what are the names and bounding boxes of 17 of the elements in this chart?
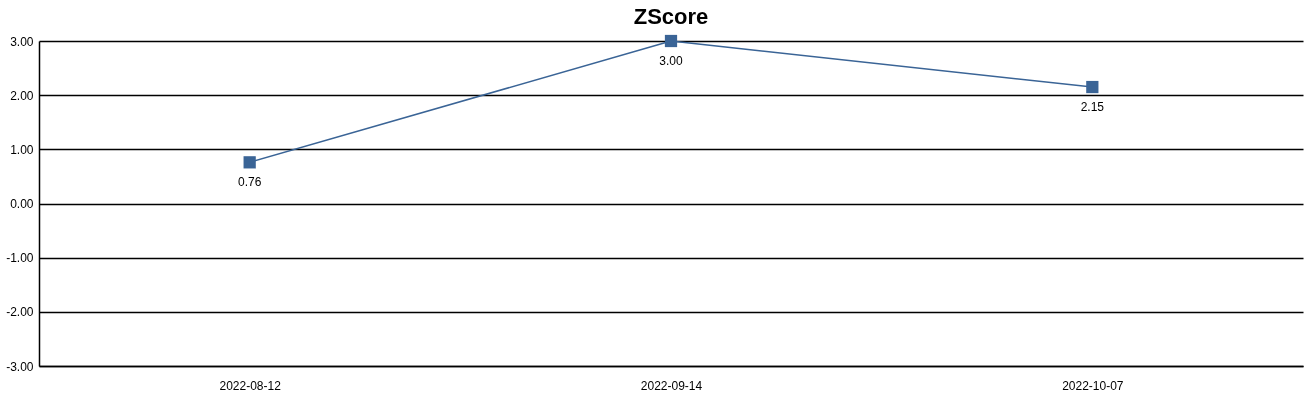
data-label: 2.15	[1080, 100, 1105, 115]
data-label: 3.00	[659, 54, 683, 68]
chart-title: ZScore	[633, 3, 709, 29]
x-tick-label: 2022-08-12	[219, 378, 282, 393]
y-tick-label: -1.00	[6, 251, 34, 266]
data-label: 0.76	[237, 175, 262, 190]
x-tick-label: 2022-09-14	[640, 378, 703, 393]
y-tick-label: -3.00	[6, 359, 34, 374]
x-tick-label: 2022-10-07	[1062, 378, 1124, 393]
y-tick-label: -2.00	[6, 305, 34, 320]
y-tick-label: 1.00	[10, 142, 34, 157]
y-tick-label: 3.00	[10, 34, 34, 49]
point	[243, 156, 256, 169]
point	[1086, 80, 1099, 94]
y-tick-label: 2.00	[10, 88, 34, 103]
point	[664, 34, 678, 48]
y-tick-label: 0.00	[10, 197, 34, 211]
